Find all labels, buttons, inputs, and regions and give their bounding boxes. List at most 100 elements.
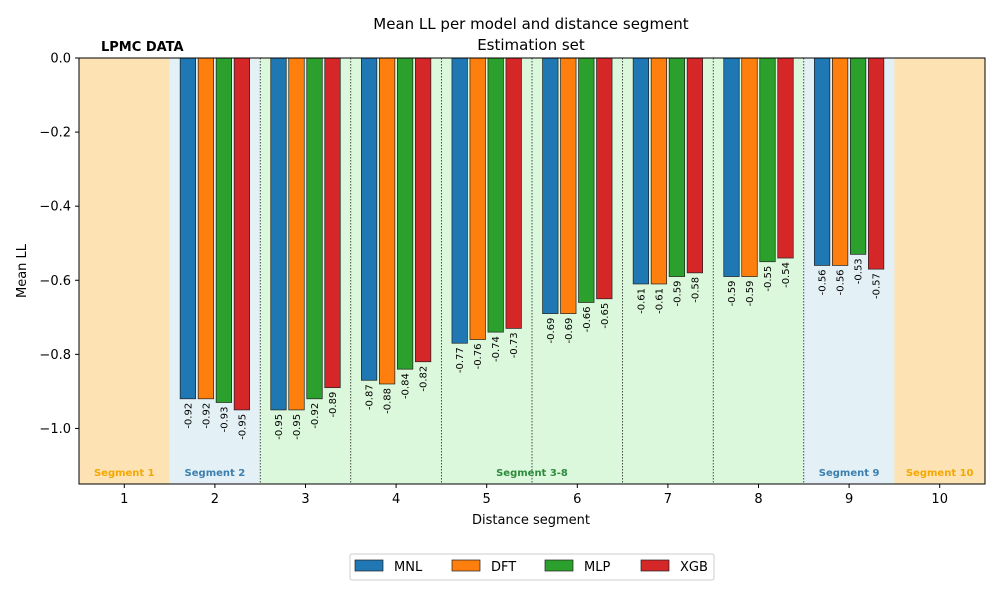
bar-mlp [668, 57, 686, 277]
legend-label-mnl: MNL [394, 560, 423, 575]
x-tick-label: 9 [845, 492, 853, 507]
bar-value-label: -0.56 [836, 269, 847, 295]
x-tick-label: 10 [931, 492, 948, 507]
bar-value-label: -0.59 [727, 281, 738, 307]
bar-value-label: -0.65 [600, 303, 611, 329]
bar-value-label: -0.69 [564, 318, 575, 344]
y-tick-label: −0.6 [39, 274, 71, 289]
bar-xgb [596, 57, 613, 300]
bar-dft [379, 57, 396, 385]
bar-mnl [361, 57, 378, 381]
bar-value-label: -0.56 [818, 269, 829, 295]
region-5 [894, 58, 985, 484]
y-tick-label: −1.0 [39, 422, 71, 437]
bar-value-label: -0.84 [401, 373, 412, 399]
bar-mlp [578, 57, 595, 303]
bar-value-label: -0.95 [274, 414, 285, 440]
legend: MNL DFT MLP XGB [349, 553, 715, 581]
bars [179, 57, 885, 411]
y-tick-label: −0.8 [39, 348, 71, 363]
x-tick-label: 1 [120, 492, 128, 507]
bar-value-label: -0.93 [219, 407, 230, 433]
legend-swatch-xgb [640, 559, 670, 572]
x-tick-label: 2 [211, 492, 219, 507]
bar-xgb [415, 57, 432, 363]
bar-xgb [777, 57, 794, 259]
y-tick-label: 0.0 [50, 52, 71, 67]
bar-value-label: -0.87 [365, 384, 376, 410]
bar-value-label: -0.69 [546, 318, 557, 344]
bar-value-label: -0.66 [582, 306, 593, 332]
plot-frame [78, 57, 986, 485]
bar-value-label: -0.92 [310, 403, 321, 429]
bar-mlp [849, 57, 867, 255]
bar-mnl [270, 57, 287, 411]
x-tick-label: 4 [392, 492, 400, 507]
bar-xgb [867, 57, 885, 270]
bar-value-label: -0.92 [183, 403, 194, 429]
legend-label-xgb: XGB [680, 560, 708, 575]
bar-dft [831, 57, 849, 266]
bar-mlp [397, 57, 414, 370]
bar-xgb [233, 57, 250, 411]
bar-mnl [542, 57, 559, 314]
bar-dft [741, 57, 758, 277]
bar-xgb [505, 57, 522, 329]
bar-value-label: -0.92 [201, 403, 212, 429]
bar-mnl [451, 57, 468, 344]
region-label: Segment 2 [185, 468, 246, 479]
x-tick-label: 6 [573, 492, 581, 507]
bar-xgb [686, 57, 704, 274]
x-axis-label: Distance segment [472, 513, 590, 528]
segment-dividers [259, 58, 805, 484]
bar-value-labels: -0.92 -0.95 -0.87 -0.77 -0.69 -0.61 -0.59 -0.56… [183, 258, 882, 439]
bar-dft [288, 57, 305, 411]
bar-mlp [306, 57, 323, 400]
region-label: Segment 1 [94, 468, 155, 479]
y-axis-label: Mean LL [15, 243, 30, 298]
chart-title: Mean LL per model and distance segment [373, 15, 689, 33]
y-tick-label: −0.2 [39, 126, 71, 141]
bar-dft [197, 57, 214, 400]
bar-value-label: -0.57 [872, 273, 883, 299]
region-label: Segment 9 [819, 468, 880, 479]
bar-value-label: -0.89 [328, 392, 339, 418]
x-tick-label: 7 [664, 492, 672, 507]
bar-value-label: -0.82 [419, 366, 430, 392]
legend-label-mlp: MLP [584, 560, 610, 575]
bar-mnl [813, 57, 831, 266]
legend-frame [349, 553, 715, 581]
bar-mlp [487, 57, 504, 333]
bar-mnl [179, 57, 196, 400]
x-tick-label: 5 [483, 492, 491, 507]
bar-value-label: -0.95 [292, 414, 303, 440]
bar-mlp [759, 57, 776, 263]
data-annotation: LPMC DATA [101, 40, 184, 55]
bar-value-label: -0.55 [763, 266, 774, 292]
bar-value-label: -0.54 [781, 262, 792, 288]
bar-value-label: -0.95 [237, 414, 248, 440]
region-label: Segment 3-8 [496, 468, 568, 479]
bar-value-label: -0.59 [745, 281, 756, 307]
bar-value-label: -0.61 [654, 288, 665, 314]
legend-swatch-mnl [354, 559, 384, 572]
bar-value-label: -0.77 [455, 347, 466, 373]
bar-value-label: -0.88 [383, 388, 394, 414]
bar-dft [650, 57, 668, 285]
chart-subtitle: Estimation set [477, 36, 585, 54]
bar-value-label: -0.73 [509, 332, 520, 358]
bar-value-label: -0.53 [854, 258, 865, 284]
bar-dft [560, 57, 577, 314]
x-tick-label: 8 [754, 492, 762, 507]
bar-mnl [632, 57, 650, 285]
y-tick-label: −0.4 [39, 200, 71, 215]
bar-value-label: -0.74 [491, 336, 502, 362]
bar-value-label: -0.58 [690, 277, 701, 303]
bar-xgb [324, 57, 341, 389]
bar-dft [469, 57, 486, 340]
bar-mnl [723, 57, 740, 277]
x-tick-label: 3 [301, 492, 309, 507]
legend-label-dft: DFT [491, 560, 516, 575]
legend-swatch-mlp [544, 559, 574, 572]
